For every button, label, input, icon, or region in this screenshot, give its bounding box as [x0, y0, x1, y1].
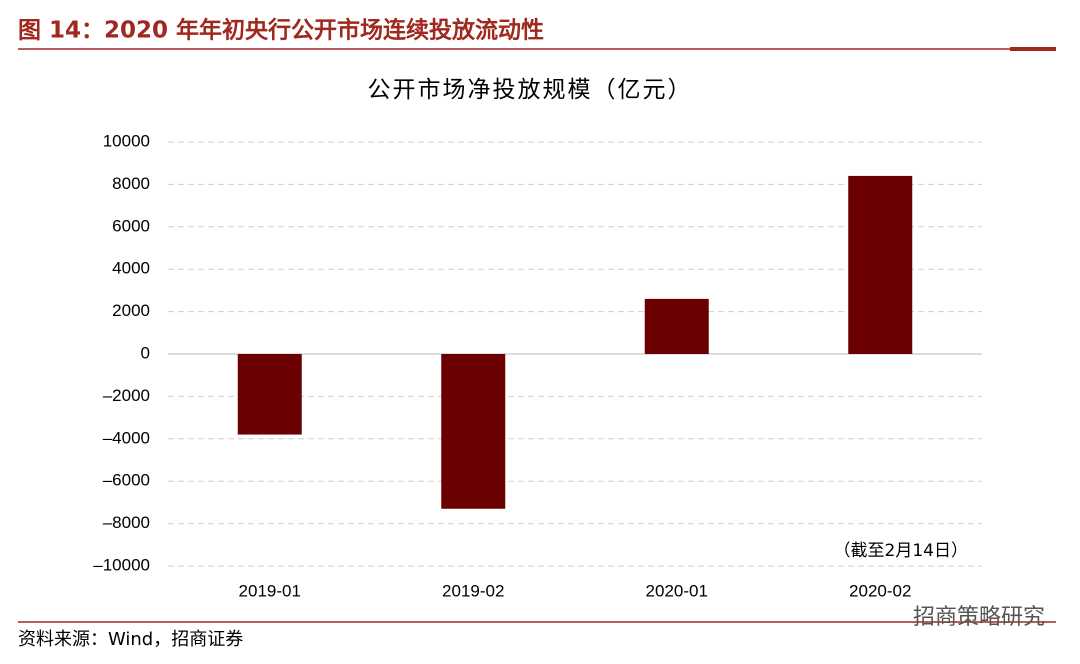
bar [848, 175, 913, 354]
y-tick-label: –6000 [103, 471, 150, 490]
source: 资料来源：Wind，招商证券 [18, 629, 243, 650]
y-tick-label: –2000 [103, 386, 150, 405]
y-tick-label: –4000 [103, 428, 150, 447]
y-tick-label: 0 [141, 343, 150, 362]
watermark: 招商策略研究 [913, 605, 1045, 630]
figure-title: 图 14：2020 年年初央行公开市场连续投放流动性 [18, 17, 544, 44]
annotation: （截至2月14日） [834, 541, 968, 561]
y-tick-label: –10000 [93, 555, 150, 574]
bar [237, 354, 302, 435]
y-tick-label: 10000 [103, 131, 150, 150]
y-tick-label: 2000 [112, 301, 150, 320]
x-tick-label: 2020-01 [646, 581, 708, 600]
bar [644, 298, 709, 354]
bar [441, 354, 506, 509]
x-tick-label: 2020-02 [849, 581, 911, 600]
chart-title: 公开市场净投放规模（亿元） [368, 77, 693, 103]
y-tick-label: 8000 [112, 174, 150, 193]
y-tick-label: –8000 [103, 513, 150, 532]
y-tick-label: 6000 [112, 216, 150, 235]
y-tick-label: 4000 [112, 259, 150, 278]
x-tick-label: 2019-01 [239, 581, 301, 600]
x-tick-label: 2019-02 [442, 581, 504, 600]
